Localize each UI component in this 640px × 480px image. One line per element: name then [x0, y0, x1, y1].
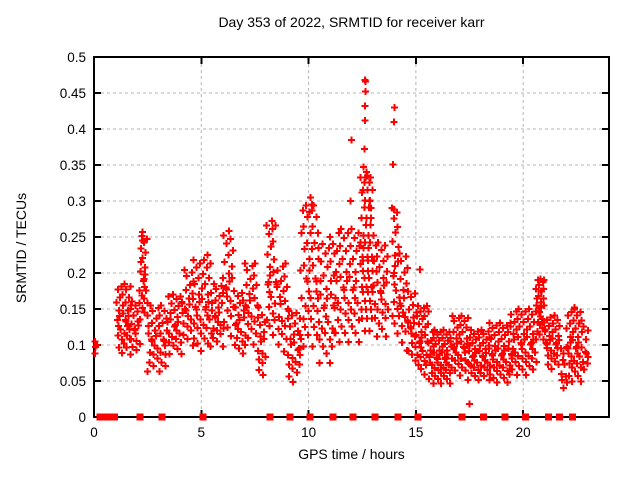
- baseline-square: [501, 413, 509, 421]
- baseline-square: [371, 413, 379, 421]
- baseline-square: [286, 413, 294, 421]
- baseline-square: [136, 413, 144, 421]
- baseline-square: [556, 413, 564, 421]
- x-tick-label: 15: [408, 425, 423, 440]
- y-tick-label: 0.2: [67, 266, 86, 281]
- y-tick-label: 0.15: [60, 302, 86, 317]
- y-tick-label: 0.5: [67, 50, 86, 65]
- y-tick-label: 0: [78, 410, 86, 425]
- chart-title: Day 353 of 2022, SRMTID for receiver kar…: [218, 14, 485, 30]
- baseline-square: [349, 413, 357, 421]
- y-tick-label: 0.1: [67, 338, 86, 353]
- y-tick-label: 0.45: [60, 86, 86, 101]
- x-tick-label: 0: [90, 425, 98, 440]
- y-tick-label: 0.35: [60, 158, 86, 173]
- baseline-square: [544, 413, 552, 421]
- y-tick-label: 0.25: [60, 230, 86, 245]
- baseline-square: [266, 413, 274, 421]
- baseline-square: [110, 413, 118, 421]
- y-tick-label: 0.05: [60, 374, 86, 389]
- baseline-square: [458, 413, 466, 421]
- baseline-square: [158, 413, 166, 421]
- baseline-square: [103, 413, 111, 421]
- x-tick-label: 10: [301, 425, 316, 440]
- scatter-points: [91, 76, 592, 408]
- baseline-square: [479, 413, 487, 421]
- baseline-square: [199, 413, 207, 421]
- baseline-square: [96, 413, 104, 421]
- x-axis-title: GPS time / hours: [298, 446, 405, 462]
- baseline-square: [329, 413, 337, 421]
- baseline-square: [414, 413, 422, 421]
- baseline-square: [521, 413, 529, 421]
- x-tick-label: 5: [198, 425, 206, 440]
- y-tick-label: 0.3: [67, 194, 86, 209]
- baseline-square: [306, 413, 314, 421]
- baseline-square: [569, 413, 576, 421]
- y-tick-label: 0.4: [67, 122, 86, 137]
- baseline-square: [394, 413, 402, 421]
- plot-border: [93, 56, 610, 418]
- x-tick-label: 20: [516, 425, 531, 440]
